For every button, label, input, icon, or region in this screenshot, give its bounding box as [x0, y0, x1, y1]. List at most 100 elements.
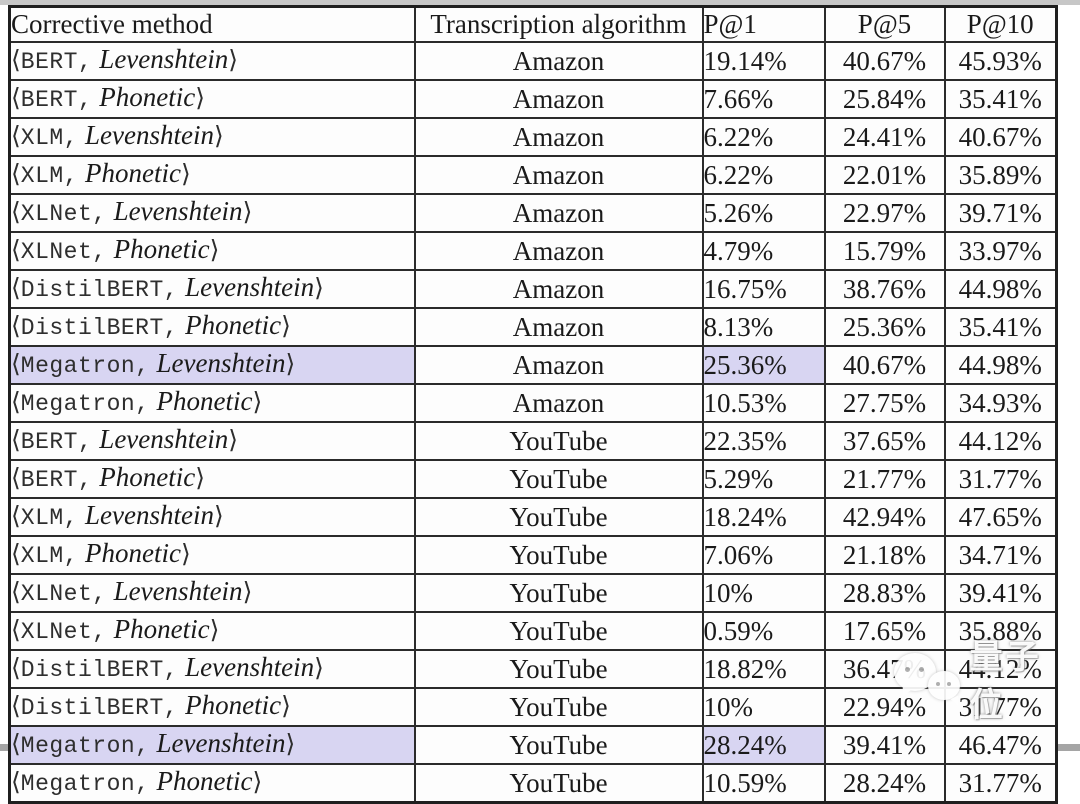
angle-bracket-open-glyph: ⟨ [11, 539, 21, 568]
p5-cell: 40.67% [823, 345, 946, 385]
algorithm-cell: Amazon [413, 269, 704, 309]
distance-name: Phonetic [156, 766, 253, 796]
distance-name: Phonetic [113, 614, 210, 644]
method-cell: ⟨XLNet, Levenshtein⟩ [8, 573, 416, 613]
header-p-at-5: P@5 [823, 5, 946, 43]
p5-cell: 40.67% [823, 41, 946, 81]
p10-cell: 44.98% [943, 269, 1058, 309]
algorithm-cell: Amazon [413, 155, 704, 195]
p10-cell: 44.12% [943, 421, 1058, 461]
p10-cell: 44.12% [943, 649, 1058, 689]
model-name: BERT [20, 429, 78, 455]
distance-name: Phonetic [85, 158, 181, 188]
model-name: Megatron [20, 353, 136, 379]
p10-cell: 33.97% [943, 231, 1058, 271]
model-name: XLNet [20, 581, 93, 607]
p5-cell: 24.41% [823, 117, 946, 157]
angle-bracket-open-glyph: ⟨ [11, 83, 21, 112]
angle-bracket-open-glyph: ⟨ [11, 463, 21, 492]
header-corrective-method: Corrective method [8, 5, 416, 43]
algorithm-cell: YouTube [413, 611, 704, 651]
distance-name: Levenshtein [99, 44, 229, 74]
p10-cell: 34.71% [943, 535, 1058, 575]
angle-bracket-open-glyph: ⟨ [11, 425, 21, 454]
p10-cell: 35.88% [943, 611, 1058, 651]
table-row: ⟨BERT, Phonetic⟩ Amazon 7.66% 25.84% 35.4… [8, 79, 1058, 119]
p1-cell: 25.36% [701, 345, 826, 385]
angle-bracket-close-glyph: ⟩ [213, 121, 224, 150]
distance-name: Levenshtein [113, 576, 243, 606]
method-cell: ⟨BERT, Phonetic⟩ [8, 79, 416, 119]
model-name: DistilBERT [20, 277, 164, 303]
method-cell: ⟨BERT, Levenshtein⟩ [8, 421, 416, 461]
method-separator: , [77, 467, 93, 493]
model-name: Megatron [20, 771, 136, 797]
p10-cell: 35.41% [943, 79, 1058, 119]
table-row: ⟨Megatron, Phonetic⟩ YouTube 10.59% 28.24… [8, 763, 1058, 804]
p1-cell: 16.75% [701, 269, 826, 309]
p1-cell: 7.66% [701, 79, 826, 119]
method-cell: ⟨XLM, Levenshtein⟩ [8, 497, 416, 537]
method-cell: ⟨Megatron, Levenshtein⟩ [8, 345, 416, 385]
distance-name: Levenshtein [156, 728, 286, 758]
method-separator: , [92, 201, 107, 227]
method-separator: , [77, 49, 93, 75]
angle-bracket-open-glyph: ⟨ [11, 615, 21, 644]
model-name: BERT [20, 467, 78, 493]
angle-bracket-close-glyph: ⟩ [281, 691, 291, 720]
angle-bracket-close-glyph: ⟩ [195, 83, 206, 112]
algorithm-cell: YouTube [413, 687, 704, 727]
algorithm-cell: YouTube [413, 459, 704, 499]
distance-name: Levenshtein [113, 196, 243, 226]
method-separator: , [135, 353, 150, 379]
method-separator: , [135, 733, 150, 759]
algorithm-cell: Amazon [413, 193, 704, 233]
method-cell: ⟨XLNet, Levenshtein⟩ [8, 193, 416, 233]
distance-name: Phonetic [156, 386, 253, 416]
p5-cell: 15.79% [823, 231, 946, 271]
p5-cell: 25.36% [823, 307, 946, 347]
method-separator: , [92, 239, 107, 265]
angle-bracket-open-glyph: ⟨ [11, 235, 21, 264]
algorithm-cell: Amazon [413, 79, 704, 119]
method-cell: ⟨XLM, Phonetic⟩ [8, 155, 416, 195]
method-cell: ⟨XLNet, Phonetic⟩ [8, 611, 416, 651]
algorithm-cell: YouTube [413, 421, 704, 461]
p1-cell: 6.22% [701, 155, 826, 195]
p5-cell: 28.83% [823, 573, 946, 613]
angle-bracket-close-glyph: ⟩ [281, 311, 291, 340]
p10-cell: 45.93% [943, 41, 1058, 81]
p1-cell: 18.82% [701, 649, 826, 689]
angle-bracket-close-glyph: ⟩ [242, 577, 253, 606]
table-row: ⟨DistilBERT, Phonetic⟩ YouTube 10% 22.94%… [8, 687, 1058, 727]
p1-cell: 5.26% [701, 193, 826, 233]
distance-name: Phonetic [185, 310, 282, 340]
method-separator: , [63, 505, 78, 531]
table-row: ⟨BERT, Phonetic⟩ YouTube 5.29% 21.77% 31.… [8, 459, 1058, 499]
model-name: XLNet [20, 619, 93, 645]
p10-cell: 46.47% [943, 725, 1058, 765]
angle-bracket-open-glyph: ⟨ [11, 197, 21, 226]
angle-bracket-open-glyph: ⟨ [11, 653, 21, 682]
angle-bracket-close-glyph: ⟩ [209, 235, 220, 264]
algorithm-cell: Amazon [413, 117, 704, 157]
angle-bracket-close-glyph: ⟩ [314, 273, 324, 302]
p5-cell: 21.18% [823, 535, 946, 575]
p1-cell: 4.79% [701, 231, 826, 271]
model-name: XLM [20, 163, 64, 189]
angle-bracket-close-glyph: ⟩ [228, 45, 239, 74]
model-name: XLM [20, 125, 64, 151]
model-name: DistilBERT [20, 657, 164, 683]
algorithm-cell: YouTube [413, 763, 704, 804]
angle-bracket-open-glyph: ⟨ [11, 349, 21, 378]
distance-name: Phonetic [185, 690, 282, 720]
header-p-at-1: P@1 [701, 5, 826, 43]
distance-name: Levenshtein [185, 272, 315, 302]
p10-cell: 39.71% [943, 193, 1058, 233]
method-cell: ⟨DistilBERT, Phonetic⟩ [8, 687, 416, 727]
method-separator: , [135, 771, 150, 797]
results-table: Corrective method Transcription algorith… [8, 5, 1058, 804]
p1-cell: 10.59% [701, 763, 826, 804]
model-name: XLM [20, 505, 64, 531]
method-cell: ⟨DistilBERT, Levenshtein⟩ [8, 649, 416, 689]
